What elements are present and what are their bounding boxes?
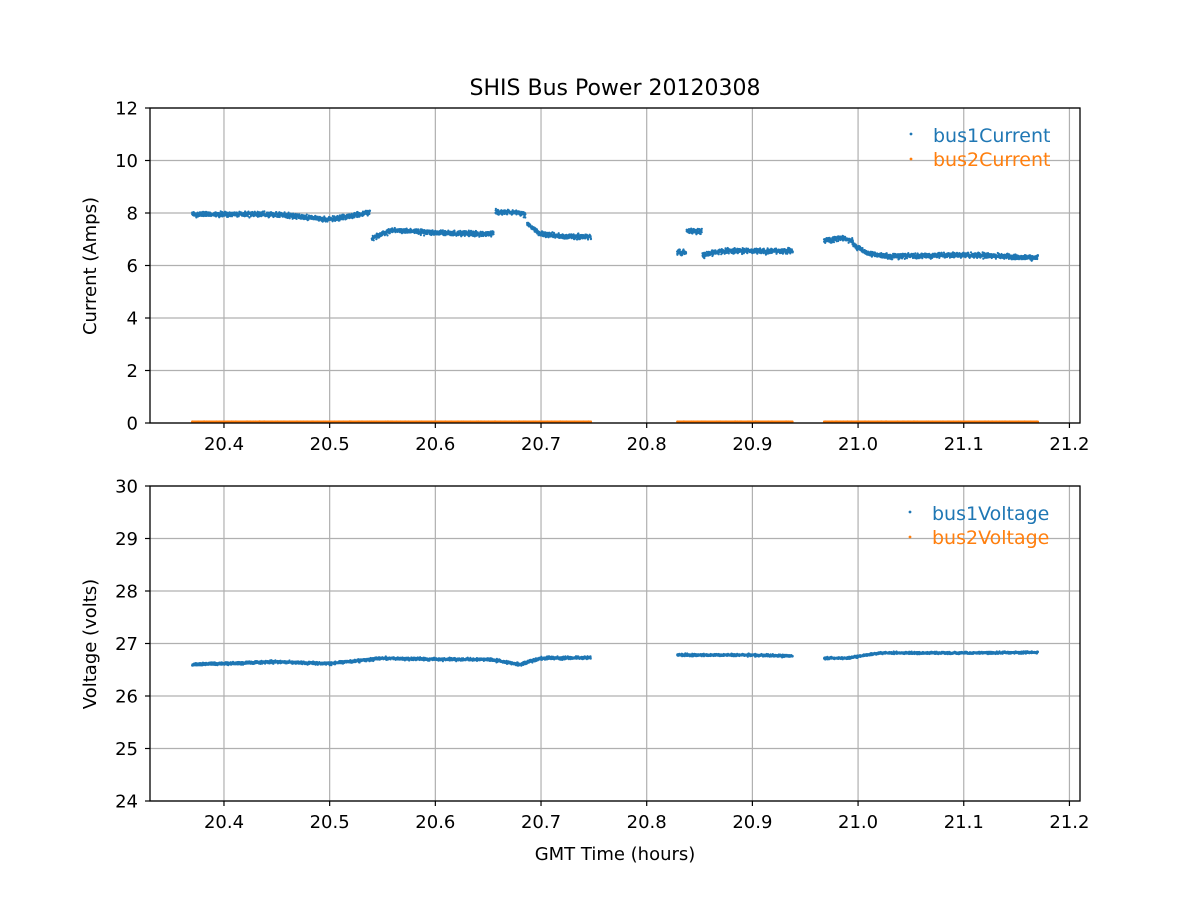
data-point bbox=[425, 232, 429, 235]
data-point bbox=[684, 252, 688, 255]
data-point bbox=[589, 235, 592, 238]
data-point bbox=[506, 213, 509, 216]
data-point bbox=[678, 248, 681, 251]
data-point bbox=[711, 249, 714, 252]
data-point bbox=[905, 257, 909, 260]
data-point bbox=[295, 217, 298, 220]
data-point bbox=[288, 217, 291, 220]
data-point bbox=[372, 239, 375, 242]
data-point bbox=[589, 238, 593, 241]
data-point bbox=[263, 210, 266, 213]
data-point bbox=[492, 230, 495, 233]
current-points bbox=[191, 207, 1039, 423]
data-point bbox=[1036, 254, 1039, 257]
data-point bbox=[492, 233, 495, 236]
data-point bbox=[727, 252, 730, 255]
data-point bbox=[261, 210, 264, 213]
data-point bbox=[700, 231, 703, 234]
data-point bbox=[266, 211, 270, 214]
current-panel: 20.4 20.5 20.6 20.7 20.8 20.9 21.0 21.1 21.20246… bbox=[80, 99, 1089, 456]
data-point bbox=[524, 216, 527, 219]
data-point bbox=[832, 241, 836, 244]
data-point bbox=[287, 211, 290, 214]
data-point bbox=[891, 258, 894, 261]
chart-title: SHIS Bus Power 20120308 bbox=[470, 76, 761, 101]
data-point bbox=[423, 234, 426, 237]
data-point bbox=[368, 209, 371, 212]
data-point bbox=[791, 251, 794, 254]
data-point bbox=[393, 226, 396, 230]
data-point bbox=[746, 252, 749, 255]
data-point bbox=[368, 212, 371, 216]
data-point bbox=[419, 233, 422, 237]
data-point bbox=[289, 212, 292, 215]
data-point bbox=[861, 247, 864, 250]
data-point bbox=[244, 210, 247, 213]
data-point bbox=[759, 247, 762, 250]
data-point bbox=[586, 238, 590, 241]
data-point bbox=[283, 211, 286, 214]
data-point bbox=[851, 237, 854, 240]
data-point bbox=[196, 211, 199, 214]
data-point bbox=[305, 213, 308, 216]
data-point bbox=[524, 213, 527, 216]
data-point bbox=[386, 234, 389, 237]
series-bus1Current bbox=[191, 207, 1039, 262]
